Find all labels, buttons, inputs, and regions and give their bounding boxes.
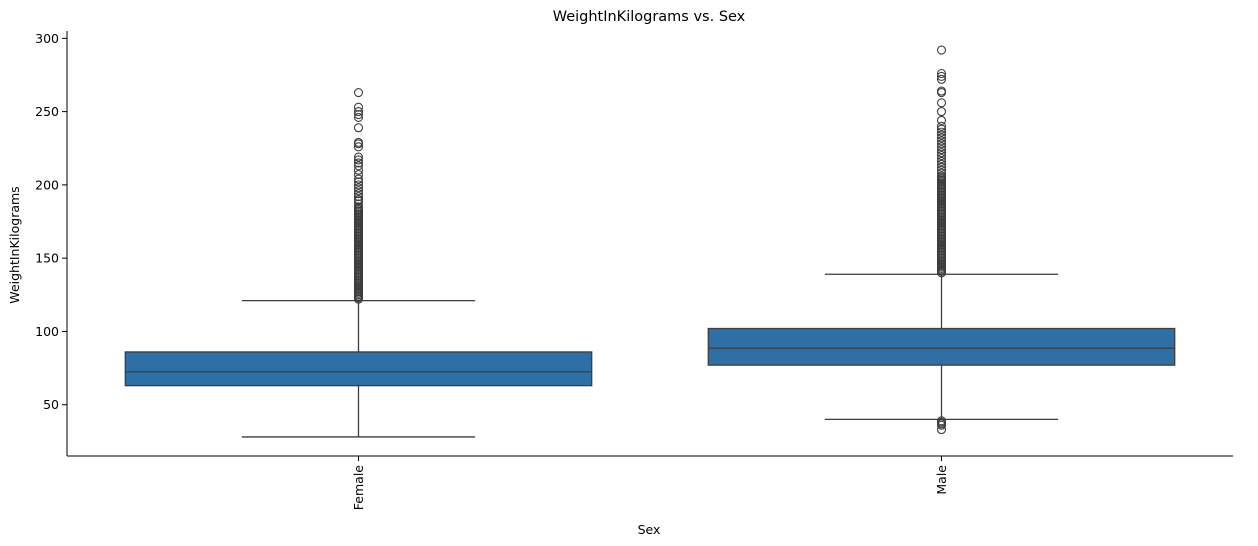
- outlier-point: [936, 86, 947, 96]
- outlier-point: [353, 170, 364, 180]
- x-tick-label: Female: [351, 465, 366, 511]
- outlier-point: [936, 425, 947, 435]
- chart-title: WeightInKilograms vs. Sex: [553, 9, 746, 25]
- outlier-point: [353, 194, 364, 205]
- outlier-point: [936, 159, 947, 169]
- outlier-point: [353, 109, 364, 120]
- outlier-point: [936, 124, 947, 134]
- outlier-point: [936, 151, 947, 161]
- outlier-point: [936, 171, 947, 181]
- outlier-point: [936, 416, 947, 426]
- outlier-point: [936, 98, 947, 108]
- outlier-point: [353, 192, 364, 202]
- box-male: [707, 327, 1176, 366]
- outlier-point: [936, 68, 947, 79]
- outlier-point: [353, 107, 364, 117]
- outlier-point: [353, 137, 364, 147]
- outlier-point: [353, 123, 364, 133]
- y-tick-label: 300: [35, 31, 59, 46]
- plot-area: 50 100 150 200 250 300 Female Male: [35, 31, 1233, 510]
- y-tick-label: 100: [35, 324, 59, 339]
- outlier-point: [936, 130, 947, 140]
- x-tick-label: Male: [934, 465, 949, 495]
- y-tick-label: 50: [43, 397, 59, 412]
- outlier-point: [353, 199, 364, 209]
- outlier-point: [353, 112, 364, 123]
- outlier-point: [936, 162, 947, 172]
- outlier-point: [353, 165, 364, 175]
- outlier-point: [936, 133, 947, 143]
- y-tick-label: 150: [35, 251, 59, 266]
- x-axis-label: Sex: [638, 522, 661, 537]
- outlier-point: [936, 45, 947, 55]
- box-female: [124, 351, 593, 387]
- outlier-point: [353, 102, 364, 112]
- outlier-point: [936, 168, 947, 178]
- outlier-point: [353, 142, 364, 152]
- outlier-point: [936, 148, 947, 158]
- outlier-point: [353, 180, 364, 190]
- outlier-point: [936, 139, 947, 149]
- outlier-point: [936, 115, 947, 125]
- outlier-point: [936, 145, 947, 155]
- outlier-point: [936, 71, 947, 81]
- outlier-point: [353, 174, 364, 184]
- y-axis-label: WeightInKilograms: [7, 186, 22, 303]
- y-tick-label: 250: [35, 104, 59, 119]
- outlier-point: [936, 74, 947, 84]
- outlier-point: [353, 88, 364, 98]
- outlier-point: [353, 177, 364, 187]
- outlier-point: [936, 165, 947, 175]
- outlier-point: [936, 121, 947, 131]
- outlier-point: [353, 152, 364, 162]
- outlier-point: [353, 155, 364, 165]
- outlier-point: [936, 153, 947, 164]
- outlier-point: [353, 161, 364, 171]
- outlier-point: [353, 158, 364, 168]
- outlier-point: [936, 107, 947, 117]
- outlier-point: [353, 189, 364, 199]
- outlier-point: [353, 183, 364, 193]
- outlier-point: [936, 142, 947, 152]
- y-tick-label: 200: [35, 177, 59, 192]
- outlier-point: [353, 186, 364, 196]
- outlier-point: [353, 202, 364, 212]
- outlier-point: [936, 156, 947, 166]
- outlier-point: [936, 127, 947, 137]
- outlier-point: [936, 136, 947, 146]
